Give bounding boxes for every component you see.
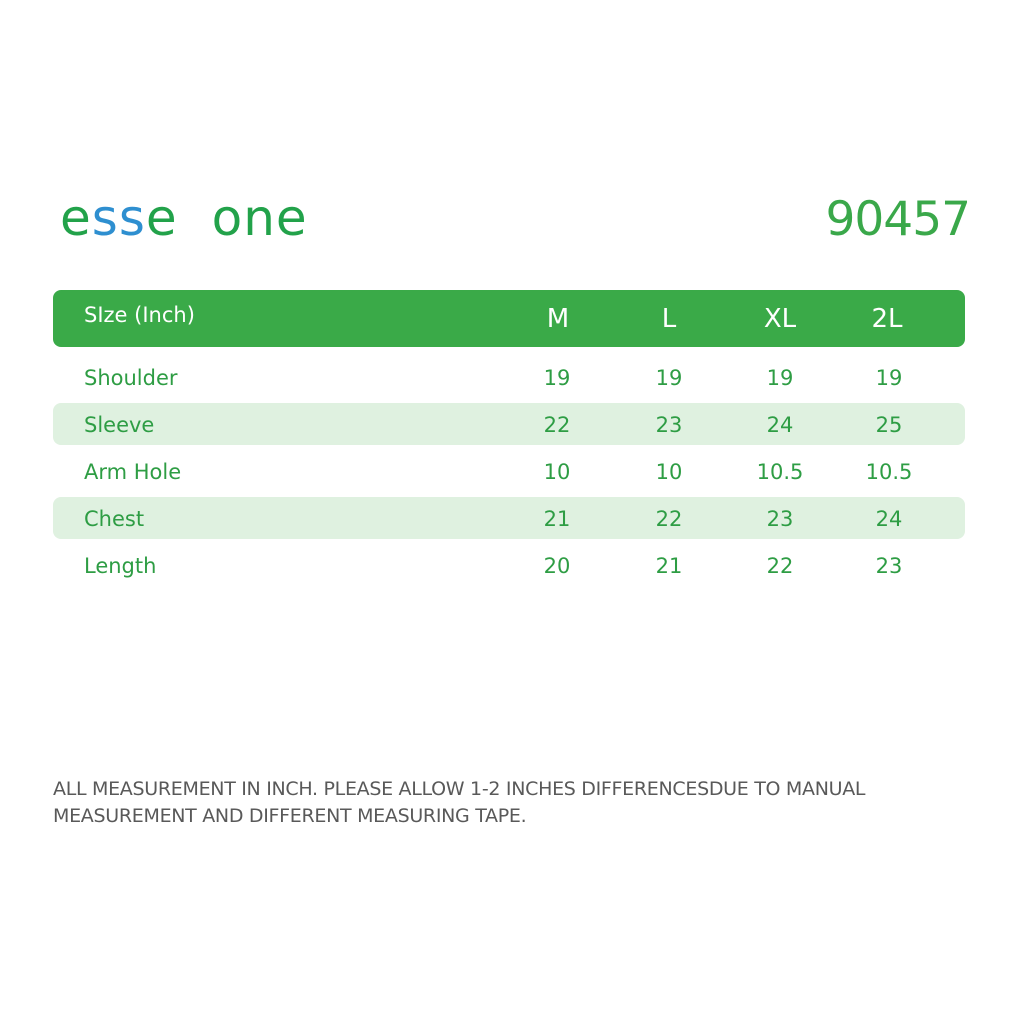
logo-letters-ss: ss bbox=[91, 189, 146, 247]
logo-word-one: one bbox=[211, 189, 308, 247]
logo-letter-e-2: e bbox=[145, 189, 178, 247]
table-row-shoulder: Shoulder 19 19 19 19 bbox=[53, 356, 965, 398]
size-table-header: SIze (Inch) M L XL 2L bbox=[53, 290, 965, 347]
row-label: Arm Hole bbox=[84, 460, 182, 484]
table-cell: 22 bbox=[766, 554, 794, 578]
table-cell: 10 bbox=[543, 460, 571, 484]
note-line-1: ALL MEASUREMENT IN INCH. PLEASE ALLOW 1-… bbox=[53, 778, 866, 800]
table-row-arm-hole: Arm Hole 10 10 10.5 10.5 bbox=[53, 450, 965, 492]
note-line-2: MEASUREMENT AND DIFFERENT MEASURING TAPE… bbox=[53, 805, 527, 827]
row-label: Sleeve bbox=[84, 413, 155, 437]
table-cell: 19 bbox=[655, 366, 683, 390]
size-header-label: SIze (Inch) bbox=[84, 303, 195, 327]
brand-logo: esse one bbox=[60, 188, 308, 248]
column-header-2l: 2L bbox=[871, 304, 903, 334]
table-cell: 22 bbox=[543, 413, 571, 437]
product-code: 90457 bbox=[825, 192, 971, 247]
table-row-sleeve: Sleeve 22 23 24 25 bbox=[53, 403, 965, 445]
row-label: Chest bbox=[84, 507, 145, 531]
table-cell: 24 bbox=[766, 413, 794, 437]
table-cell: 24 bbox=[875, 507, 903, 531]
logo-letter-e: e bbox=[60, 189, 92, 247]
column-header-l: L bbox=[661, 304, 677, 334]
row-label: Shoulder bbox=[84, 366, 178, 390]
row-label: Length bbox=[84, 554, 157, 578]
column-header-m: M bbox=[546, 304, 570, 334]
table-cell: 19 bbox=[543, 366, 571, 390]
table-cell: 21 bbox=[543, 507, 571, 531]
table-row-chest: Chest 21 22 23 24 bbox=[53, 497, 965, 539]
table-cell: 10 bbox=[655, 460, 683, 484]
table-row-length: Length 20 21 22 23 bbox=[53, 544, 965, 586]
table-cell: 10.5 bbox=[756, 460, 804, 484]
table-cell: 25 bbox=[875, 413, 903, 437]
table-cell: 10.5 bbox=[865, 460, 913, 484]
measurement-note: ALL MEASUREMENT IN INCH. PLEASE ALLOW 1-… bbox=[53, 776, 983, 830]
table-cell: 23 bbox=[766, 507, 794, 531]
table-cell: 19 bbox=[766, 366, 794, 390]
table-cell: 23 bbox=[875, 554, 903, 578]
table-cell: 20 bbox=[543, 554, 571, 578]
table-cell: 21 bbox=[655, 554, 683, 578]
table-cell: 19 bbox=[875, 366, 903, 390]
table-cell: 22 bbox=[655, 507, 683, 531]
column-header-xl: XL bbox=[763, 304, 797, 334]
table-cell: 23 bbox=[655, 413, 683, 437]
